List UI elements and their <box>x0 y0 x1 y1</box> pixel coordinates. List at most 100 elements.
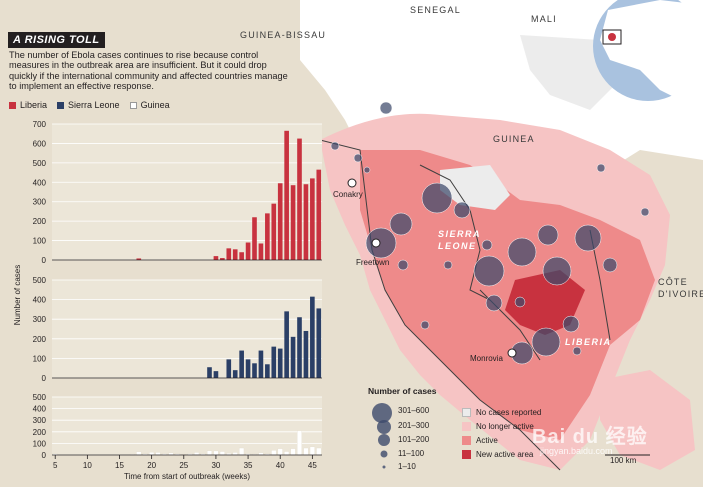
bar <box>291 185 296 260</box>
y-tick-label: 300 <box>33 416 47 425</box>
y-tick-label: 700 <box>33 120 47 129</box>
city-freetown: Freetown <box>356 258 389 267</box>
case-circle <box>454 202 470 218</box>
y-tick-label: 400 <box>33 296 47 305</box>
legend-liberia: Liberia <box>9 100 47 110</box>
legend-label-guinea: Guinea <box>141 100 170 110</box>
bar <box>310 297 315 378</box>
bar <box>304 331 309 378</box>
bar <box>316 170 321 260</box>
bar <box>214 451 219 455</box>
case-circle <box>597 164 605 172</box>
bar <box>278 183 283 260</box>
case-circle <box>364 167 370 173</box>
case-circle <box>508 238 536 266</box>
y-tick-label: 100 <box>33 439 47 448</box>
bar <box>291 449 296 455</box>
cases-legend: Number of cases <box>368 386 437 400</box>
legend-label-sierra-leone: Sierra Leone <box>68 100 120 110</box>
bar <box>316 448 321 455</box>
bar <box>214 256 219 260</box>
city-marker <box>372 239 380 247</box>
case-circle <box>331 142 339 150</box>
x-tick-label: 20 <box>147 461 156 470</box>
bar <box>226 359 231 378</box>
bar <box>207 451 212 455</box>
legend-label-liberia: Liberia <box>20 100 47 110</box>
case-circle <box>575 225 601 251</box>
globe-affected-area <box>608 33 616 41</box>
y-tick-label: 100 <box>33 354 47 363</box>
bar <box>278 449 283 455</box>
label-mali: MALI <box>531 14 557 24</box>
bar <box>271 450 276 455</box>
cases-legend-title: Number of cases <box>368 386 437 396</box>
label-cote-divoire: CÔTE D'IVOIRE <box>658 276 703 300</box>
case-circle <box>422 183 452 213</box>
bar <box>304 448 309 455</box>
status-no-longer-active-label: No longer active <box>476 422 534 431</box>
bar <box>265 364 270 378</box>
case-circle <box>380 102 392 114</box>
bar <box>239 252 244 260</box>
y-tick-label: 400 <box>33 178 47 187</box>
cases-legend-circle <box>383 466 386 469</box>
bar <box>291 337 296 378</box>
bar <box>220 452 225 455</box>
bar <box>284 311 289 378</box>
y-tick-label: 500 <box>33 276 47 285</box>
bar <box>233 370 238 378</box>
case-circle <box>366 228 396 258</box>
x-tick-label: 45 <box>308 461 317 470</box>
swatch-active <box>462 436 471 445</box>
case-circle <box>543 257 571 285</box>
status-legend: No cases reported No longer active Activ… <box>462 405 541 461</box>
city-marker <box>348 179 356 187</box>
bar <box>271 347 276 378</box>
plot-area <box>52 397 322 455</box>
swatch-new-active <box>462 450 471 459</box>
bar <box>265 213 270 260</box>
bar <box>214 371 219 378</box>
bar <box>310 178 315 260</box>
status-active-label: Active <box>476 436 498 445</box>
y-axis-label: Number of cases <box>13 265 22 325</box>
case-circle <box>515 297 525 307</box>
y-tick-label: 0 <box>42 374 47 383</box>
x-axis-label: Time from start of outbreak (weeks) <box>124 472 250 481</box>
case-circle <box>532 328 560 356</box>
y-tick-label: 200 <box>33 428 47 437</box>
bar <box>316 308 321 378</box>
y-tick-label: 600 <box>33 139 47 148</box>
label-liberia: LIBERIA <box>565 337 612 347</box>
bar <box>271 204 276 260</box>
x-tick-label: 40 <box>276 461 285 470</box>
swatch-no-longer-active <box>462 422 471 431</box>
series-legend: Liberia Sierra Leone Guinea <box>9 100 170 110</box>
city-marker <box>508 349 516 357</box>
label-guinea-bissau: GUINEA-BISSAU <box>240 30 326 40</box>
chart-title: A RISING TOLL <box>8 32 105 48</box>
y-tick-label: 0 <box>42 256 47 265</box>
bar <box>239 448 244 455</box>
swatch-guinea <box>130 102 137 109</box>
bar <box>304 184 309 260</box>
status-new-active: New active area <box>462 447 541 461</box>
label-guinea: GUINEA <box>493 134 535 144</box>
bar <box>278 349 283 378</box>
case-circle <box>444 261 452 269</box>
chart-description: The number of Ebola cases continues to r… <box>9 50 289 92</box>
bar <box>297 317 302 378</box>
bar <box>207 367 212 378</box>
case-circle <box>390 213 412 235</box>
y-tick-label: 100 <box>33 237 47 246</box>
status-no-cases: No cases reported <box>462 405 541 419</box>
swatch-no-cases <box>462 408 471 417</box>
case-circle <box>573 347 581 355</box>
cases-legend-1-10: 1–10 <box>398 462 416 471</box>
case-circle <box>354 154 362 162</box>
bar <box>226 248 231 260</box>
bar <box>136 452 141 455</box>
y-tick-label: 500 <box>33 393 47 402</box>
